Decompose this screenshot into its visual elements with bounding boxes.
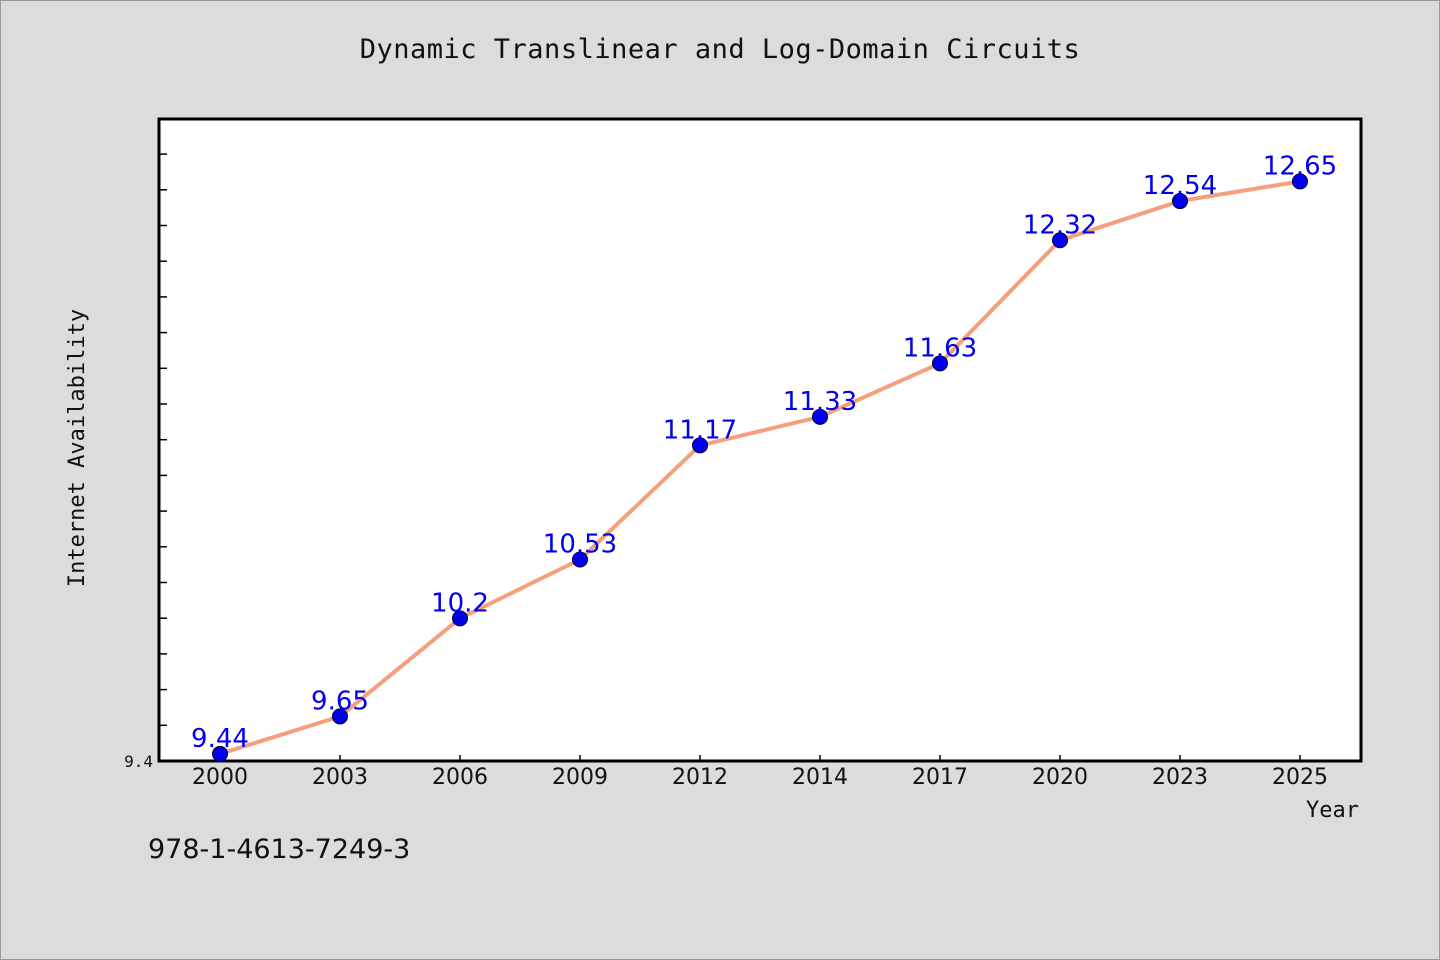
- plot-area: [157, 117, 1363, 763]
- data-labels: 9.44 9.65 10.2 10.53 11.17 11.33 11.63 12.32 12.…: [191, 151, 1337, 753]
- x-axis: 2000 2003 2006 2009 2012 2014 2017 2020 2023 2025: [192, 755, 1328, 790]
- x-tick-label: 2003: [312, 765, 368, 790]
- data-label: 9.65: [311, 686, 369, 716]
- data-label: 11.63: [903, 333, 977, 363]
- data-label: 11.33: [783, 387, 857, 417]
- data-label: 9.44: [191, 724, 249, 754]
- data-label: 12.54: [1143, 171, 1217, 201]
- data-point: [212, 745, 228, 762]
- data-markers: [212, 173, 1308, 762]
- x-tick-label: 2023: [1152, 765, 1208, 790]
- data-point: [1052, 232, 1068, 249]
- x-tick-label: 2017: [912, 765, 968, 790]
- data-point: [1292, 173, 1308, 190]
- x-tick-label: 2009: [552, 765, 608, 790]
- x-tick-label: 2006: [432, 765, 488, 790]
- x-axis-label: Year: [1306, 798, 1359, 823]
- data-point: [932, 355, 948, 372]
- data-point: [332, 708, 348, 725]
- data-point: [692, 437, 708, 454]
- data-point: [572, 551, 588, 568]
- data-label: 12.65: [1263, 151, 1337, 181]
- series-line: [218, 179, 1302, 756]
- x-tick-label: 2014: [792, 765, 848, 790]
- y-tick-label: 9.4: [124, 752, 153, 771]
- data-label: 12.32: [1023, 210, 1097, 240]
- y-axis-label: Internet Availability: [65, 309, 90, 587]
- isbn-text: 978-1-4613-7249-3: [148, 834, 411, 865]
- x-tick-label: 2025: [1272, 765, 1328, 790]
- x-tick-label: 2020: [1032, 765, 1088, 790]
- data-point: [812, 408, 828, 425]
- data-point: [1172, 193, 1188, 210]
- data-label: 10.53: [543, 529, 617, 559]
- data-label: 10.2: [431, 588, 489, 618]
- data-label: 11.17: [663, 415, 737, 445]
- chart-title: Dynamic Translinear and Log-Domain Circu…: [359, 34, 1081, 65]
- x-tick-label: 2000: [192, 765, 248, 790]
- y-axis-ticks: [159, 153, 167, 727]
- data-point: [452, 610, 468, 627]
- x-tick-label: 2012: [672, 765, 728, 790]
